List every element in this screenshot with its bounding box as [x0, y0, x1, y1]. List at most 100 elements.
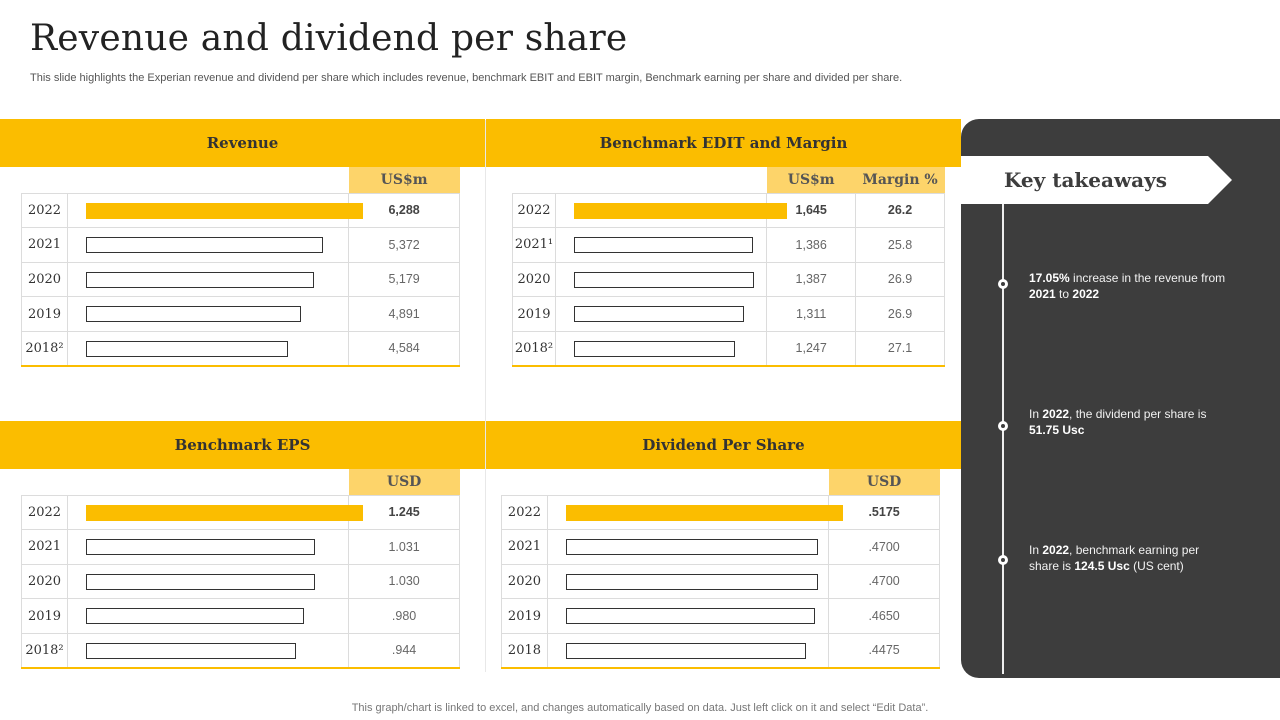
bar — [85, 271, 314, 288]
takeaway-emphasis: 2022 — [1042, 407, 1070, 421]
dividend-table[interactable]: USD 2022.5175 2021.4700 2020.4700 2019.4650 2… — [501, 469, 940, 669]
year-label: 2020 — [501, 563, 548, 600]
bar — [565, 539, 818, 556]
bar-highlight — [85, 202, 363, 219]
eps-table[interactable]: USD 2022 1.245 2021 1.031 2020 1.030 2019.980 20… — [21, 469, 460, 669]
timeline-dot-icon — [998, 279, 1008, 289]
value-label: .4650 — [828, 598, 940, 634]
takeaway-emphasis: 2022 — [1072, 287, 1100, 301]
takeaways-title: Key takeaways — [1003, 168, 1168, 192]
value-label: 5,372 — [348, 227, 460, 263]
header-spacer — [22, 167, 68, 193]
value-label: 1.245 — [348, 494, 460, 531]
header-spacer — [22, 469, 68, 495]
panel-divider — [485, 120, 486, 672]
bar — [565, 608, 815, 625]
year-label: 2021¹ — [512, 227, 556, 263]
bar — [573, 306, 744, 323]
footer-note: This graph/chart is linked to excel, and… — [351, 702, 929, 714]
bar-cell — [66, 598, 350, 634]
bar-cell — [554, 261, 768, 298]
header-spacer — [502, 469, 548, 495]
table-row: 2018² .944 — [21, 632, 460, 669]
value-label: 4,891 — [348, 296, 460, 332]
value-column-header: US$m — [766, 167, 856, 193]
takeaway-item-1: 17.05% increase in the revenue from 2021… — [1029, 270, 1229, 302]
header-spacer — [547, 469, 828, 495]
value-label: .4700 — [828, 563, 940, 600]
ebit-title: Benchmark EDIT and Margin — [599, 134, 848, 152]
table-row: 2022 1,645 26.2 — [512, 192, 945, 229]
value-label: 1,386 — [766, 227, 857, 263]
value-column-header: US$m — [348, 167, 460, 193]
takeaways-panel — [961, 119, 1280, 678]
takeaways-banner: Key takeaways — [961, 156, 1232, 204]
bar-cell — [546, 632, 830, 669]
year-label: 2020 — [21, 563, 68, 600]
year-label: 2018 — [501, 632, 548, 669]
year-label: 2021 — [501, 529, 548, 565]
bar-cell — [546, 494, 843, 531]
table-row: 2018² 1,247 27.1 — [512, 330, 945, 367]
takeaway-text: to — [1055, 287, 1073, 301]
takeaway-text: In — [1029, 407, 1043, 421]
bar-cell — [546, 529, 830, 565]
year-label: 2020 — [21, 261, 68, 298]
margin-label: 26.9 — [855, 261, 945, 298]
value-column-header: USD — [828, 469, 940, 495]
margin-label: 25.8 — [855, 227, 945, 263]
bar-highlight — [85, 504, 363, 521]
table-row: 2022 .5175 — [501, 494, 940, 531]
bar — [573, 237, 753, 254]
takeaway-text: increase in the revenue from — [1069, 271, 1226, 285]
table-header-row: USD — [502, 469, 940, 495]
value-label: .5175 — [828, 494, 940, 531]
table-row: 2021 5,372 — [21, 227, 460, 263]
value-column-header: USD — [348, 469, 460, 495]
table-row: 2022 1.245 — [21, 494, 460, 531]
margin-label: 27.1 — [855, 330, 945, 367]
bar-cell — [546, 563, 830, 600]
value-label: .4700 — [828, 529, 940, 565]
bar-cell — [66, 563, 350, 600]
year-label: 2022 — [501, 494, 548, 531]
year-label: 2020 — [512, 261, 556, 298]
table-header-row: US$m — [22, 167, 460, 193]
table-row: 2020 .4700 — [501, 563, 940, 600]
bar-cell — [66, 227, 350, 263]
bar-cell — [66, 296, 350, 332]
ebit-header: Benchmark EDIT and Margin — [486, 119, 961, 167]
revenue-table[interactable]: US$m 2022 6,288 2021 5,372 2020 5,179 2019 4,891… — [21, 167, 460, 367]
table-header-row: USD — [22, 469, 460, 495]
takeaway-item-3: In 2022, benchmark earning per share is … — [1029, 542, 1229, 574]
table-row: 2020 5,179 — [21, 261, 460, 298]
year-label: 2021 — [21, 529, 68, 565]
takeaway-emphasis: 17.05% — [1029, 271, 1070, 285]
year-label: 2019 — [21, 598, 68, 634]
value-label: .4475 — [828, 632, 940, 669]
takeaway-emphasis: 2022 — [1042, 543, 1070, 557]
takeaway-text: In — [1029, 543, 1043, 557]
takeaway-emphasis: 124.5 Usc — [1074, 559, 1130, 573]
table-row: 2021 1.031 — [21, 529, 460, 565]
takeaway-text: , benchmark earning per share is — [1029, 543, 1200, 573]
bar-cell — [66, 192, 363, 229]
table-row: 2019 4,891 — [21, 296, 460, 332]
bar-cell — [554, 296, 768, 332]
table-row: 2020 1,387 26.9 — [512, 261, 945, 298]
ebit-table[interactable]: US$m Margin % 2022 1,645 26.2 2021¹ 1,386 25.8 2… — [512, 167, 945, 367]
header-spacer — [67, 469, 348, 495]
takeaway-emphasis: 2021 — [1029, 287, 1056, 301]
year-label: 2019 — [512, 296, 556, 332]
margin-column-header: Margin % — [855, 167, 945, 193]
table-row: 2022 6,288 — [21, 192, 460, 229]
year-label: 2022 — [21, 494, 68, 531]
bar-cell — [66, 330, 350, 367]
bar — [85, 573, 315, 590]
table-row: 2019 1,311 26.9 — [512, 296, 945, 332]
year-label: 2019 — [501, 598, 548, 634]
bar — [573, 340, 735, 357]
table-row: 2018² 4,584 — [21, 330, 460, 367]
eps-header: Benchmark EPS — [0, 421, 485, 469]
year-label: 2018² — [21, 330, 68, 367]
